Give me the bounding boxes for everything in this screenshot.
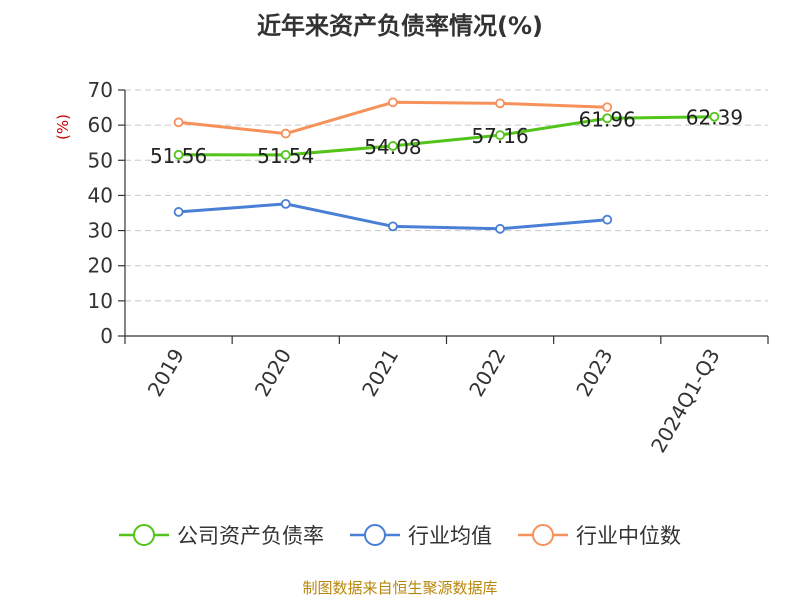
legend-label: 行业均值 — [408, 524, 492, 548]
data-label: 54.08 — [364, 135, 421, 159]
legend: 公司资产负债率 行业均值 行业中位数 — [0, 520, 800, 550]
y-tick-label: 70 — [88, 78, 113, 102]
data-point[interactable] — [602, 113, 613, 124]
data-point[interactable] — [280, 198, 291, 209]
data-label: 57.16 — [471, 124, 528, 148]
y-tick-label: 10 — [88, 289, 113, 313]
source-note: 制图数据来自恒生聚源数据库 — [302, 579, 498, 597]
data-label: 62.39 — [686, 106, 743, 130]
data-point[interactable] — [495, 130, 505, 141]
series-lines — [173, 97, 720, 234]
legend-item[interactable]: 公司资产负债率 — [119, 520, 324, 550]
legend-line-marker-icon — [518, 524, 568, 546]
y-tick-label: 40 — [88, 183, 113, 207]
data-point[interactable] — [388, 221, 398, 232]
data-point[interactable] — [280, 149, 291, 160]
x-tick-label: 2022 — [464, 345, 510, 401]
data-point[interactable] — [173, 149, 184, 160]
x-tick-label: 2020 — [250, 345, 296, 401]
data-point[interactable] — [173, 117, 184, 128]
y-axis-label: (%) — [54, 114, 72, 140]
x-tick-label: 2023 — [571, 345, 617, 401]
data-labels: 51.56 51.54 54.08 57.16 61.96 62.39 — [150, 106, 743, 168]
grid-lines — [125, 89, 768, 302]
legend-item[interactable]: 行业均值 — [350, 520, 492, 550]
data-point[interactable] — [388, 97, 398, 108]
x-tick-label: 2021 — [357, 345, 403, 401]
legend-label: 公司资产负债率 — [177, 524, 324, 548]
y-tick-label: 30 — [88, 219, 113, 243]
data-point[interactable] — [173, 207, 184, 217]
legend-line-marker-icon — [350, 524, 400, 546]
legend-line-marker-icon — [119, 524, 169, 546]
y-tick-label: 50 — [88, 148, 113, 172]
y-tick-label: 60 — [88, 113, 113, 137]
data-label: 51.56 — [150, 144, 207, 168]
data-point[interactable] — [709, 111, 720, 122]
data-label: 61.96 — [579, 107, 636, 131]
legend-item[interactable]: 行业中位数 — [518, 520, 681, 550]
data-point[interactable] — [602, 214, 613, 225]
y-tick-label: 0 — [100, 324, 113, 348]
data-point[interactable] — [602, 102, 613, 113]
data-label: 51.54 — [257, 144, 314, 168]
legend-label: 行业中位数 — [576, 524, 681, 548]
chart-title: 近年来资产负债率情况(%) — [257, 12, 543, 40]
data-point[interactable] — [495, 98, 505, 109]
x-tick-label: 2019 — [143, 345, 189, 401]
data-point[interactable] — [495, 223, 505, 234]
series-line-0 — [177, 115, 716, 157]
y-tick-label: 20 — [88, 254, 113, 278]
x-tick-label: 2024Q1-Q3 — [646, 345, 725, 457]
data-point[interactable] — [280, 128, 291, 139]
data-point[interactable] — [388, 141, 398, 151]
